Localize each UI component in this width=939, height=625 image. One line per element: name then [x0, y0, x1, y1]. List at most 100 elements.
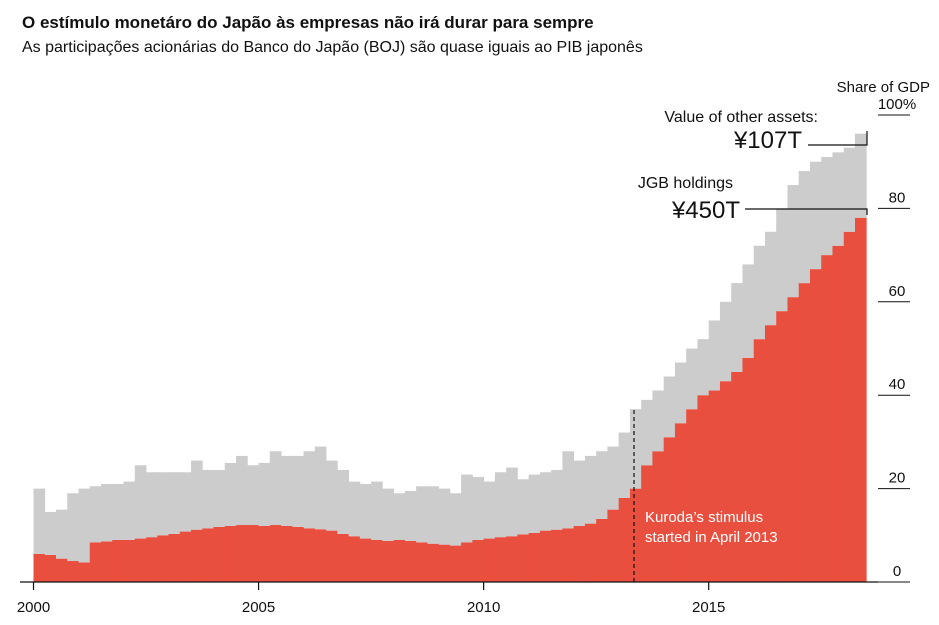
- area-step: [393, 493, 406, 540]
- area-step: [742, 264, 755, 358]
- y-axis-label: Share of GDP: [837, 79, 930, 96]
- area-step: [483, 538, 496, 582]
- area-step: [551, 529, 563, 582]
- area-step: [686, 409, 698, 582]
- area-step: [337, 533, 349, 582]
- area-step: [157, 535, 169, 582]
- area-step: [809, 161, 822, 270]
- area-step: [78, 488, 91, 563]
- area-step: [483, 481, 496, 539]
- area-step: [44, 554, 57, 582]
- area-step: [731, 371, 743, 582]
- area-step: [78, 562, 91, 582]
- area-step: [787, 297, 800, 582]
- area-step: [832, 245, 845, 582]
- area-step: [101, 483, 113, 542]
- area-step: [742, 357, 755, 582]
- area-step: [596, 451, 608, 519]
- x-tick-label: 2005: [242, 599, 275, 616]
- area-step: [326, 460, 338, 531]
- area-step: [134, 465, 147, 539]
- area-step: [843, 147, 856, 232]
- area-step: [404, 490, 417, 541]
- x-tick-label: 2015: [692, 599, 725, 616]
- area-step: [562, 528, 575, 582]
- area-step: [551, 469, 563, 530]
- area-step: [382, 540, 395, 582]
- area-step: [112, 483, 124, 540]
- area-step: [472, 476, 485, 540]
- y-tick-label: 60: [889, 283, 906, 300]
- area-step: [506, 467, 518, 537]
- area-step: [258, 525, 271, 582]
- area-step: [674, 423, 687, 582]
- annotation-value: ¥450T: [671, 197, 740, 224]
- area-step: [146, 472, 158, 538]
- area-step: [517, 479, 530, 535]
- area-step: [753, 245, 766, 340]
- area-step: [573, 525, 586, 582]
- area-step: [123, 481, 136, 540]
- y-tick-label: 20: [889, 470, 906, 487]
- area-step: [494, 472, 507, 538]
- area-step: [427, 486, 440, 544]
- area-step: [697, 339, 710, 396]
- area-step: [269, 451, 282, 526]
- area-step: [776, 208, 788, 312]
- annotation-text: Kuroda’s stimulus: [645, 509, 763, 526]
- area-step: [719, 301, 732, 382]
- area-step: [101, 541, 113, 582]
- area-step: [202, 528, 214, 582]
- area-step: [247, 465, 259, 526]
- y-tick-label: 0: [893, 563, 901, 580]
- area-step: [247, 525, 259, 582]
- area-step: [506, 536, 518, 582]
- area-step: [607, 509, 620, 582]
- area-step: [832, 152, 845, 246]
- area-step: [776, 311, 788, 582]
- area-step: [843, 231, 856, 582]
- area-step: [494, 537, 507, 582]
- area-step: [348, 536, 361, 582]
- area-step: [326, 530, 338, 582]
- area-step: [416, 542, 428, 582]
- area-step: [303, 528, 316, 582]
- area-step: [236, 455, 248, 526]
- area-step: [371, 481, 383, 540]
- area-step: [292, 455, 304, 527]
- area-step: [674, 362, 687, 424]
- area-step: [584, 523, 597, 582]
- area-step: [56, 509, 68, 559]
- area-step: [652, 451, 665, 582]
- area-step: [292, 526, 304, 582]
- area-step: [607, 446, 620, 510]
- area-step: [539, 472, 552, 531]
- area-step: [753, 339, 766, 582]
- y-tick-label: 40: [889, 376, 906, 393]
- area-step: [438, 544, 451, 582]
- area-step: [67, 493, 79, 561]
- area-step: [449, 545, 462, 582]
- area-step: [461, 474, 473, 543]
- area-step: [461, 542, 473, 582]
- area-step: [359, 483, 372, 539]
- area-step: [314, 446, 327, 530]
- area-step: [168, 472, 181, 534]
- area-step: [224, 525, 237, 582]
- area-step: [281, 455, 293, 526]
- chart-title: O estímulo monetáro do Japão às empresas…: [22, 13, 594, 32]
- area-step: [528, 532, 541, 582]
- annotation-label: Value of other assets:: [664, 109, 818, 126]
- area-step: [44, 511, 57, 555]
- area-step: [213, 469, 226, 527]
- area-step: [629, 488, 642, 582]
- area-step: [258, 462, 271, 526]
- area-step: [641, 399, 653, 466]
- annotation-label: JGB holdings: [638, 175, 733, 192]
- area-step: [821, 255, 833, 582]
- area-step: [584, 455, 597, 524]
- area-step: [652, 390, 665, 452]
- area-step: [123, 539, 136, 582]
- x-tick-label: 2000: [17, 599, 50, 616]
- area-step: [89, 542, 102, 582]
